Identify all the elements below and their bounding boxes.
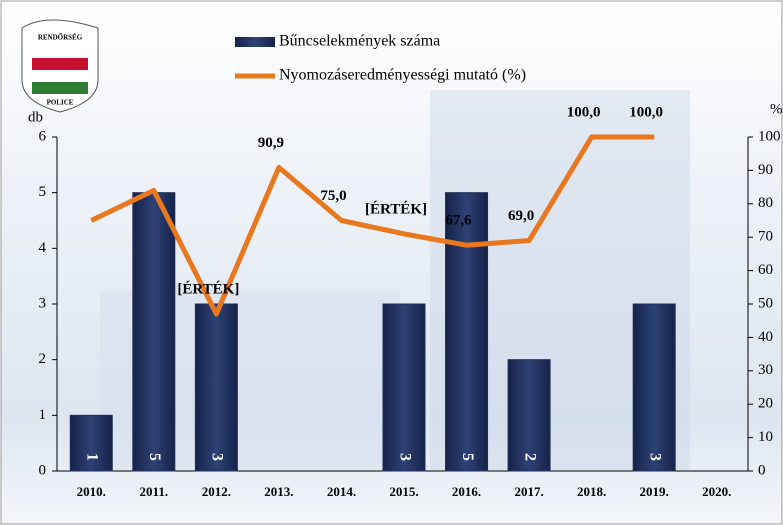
- y-tick-label: 3: [39, 295, 47, 311]
- logo: RENDŐRSÉG POLICE: [21, 19, 99, 113]
- bar: [445, 192, 489, 472]
- line-label: [ÉRTÉK]: [365, 200, 427, 217]
- x-tick-label: 2019.: [640, 484, 669, 499]
- logo-text: RENDŐRSÉG: [38, 34, 83, 42]
- bar: [382, 303, 426, 472]
- bar-label: 3: [209, 453, 226, 461]
- x-tick-label: 2010.: [77, 484, 106, 499]
- x-tick-label: 2015.: [389, 484, 418, 499]
- bar: [132, 192, 176, 472]
- bar-label: 3: [647, 453, 664, 461]
- y2-tick-label: 70: [758, 229, 773, 245]
- legend-label: Nyomozáseredményességi mutató (%): [279, 67, 526, 84]
- y2-axis-label: %: [770, 101, 783, 117]
- y2-tick-label: 30: [758, 362, 773, 378]
- y-tick-label: 0: [39, 462, 47, 478]
- x-tick-label: 2014.: [327, 484, 356, 499]
- y2-tick-label: 0: [758, 462, 766, 478]
- bar-label: 1: [84, 453, 101, 461]
- y2-tick-label: 80: [758, 195, 773, 211]
- x-tick-label: 2013.: [264, 484, 293, 499]
- y-tick-label: 1: [39, 407, 47, 423]
- y2-tick-label: 90: [758, 162, 773, 178]
- bar-label: 2: [521, 453, 538, 461]
- bar: [507, 359, 551, 472]
- y2-tick-label: 60: [758, 262, 773, 278]
- y-tick-label: 5: [39, 184, 47, 200]
- line: [90, 134, 655, 317]
- y2-tick-label: 50: [758, 295, 773, 311]
- y2-tick-label: 40: [758, 329, 773, 345]
- line-label: 90,9: [258, 135, 284, 151]
- legend-label: Bűncselekmények száma: [279, 33, 440, 50]
- x-tick-label: 2017.: [514, 484, 543, 499]
- line-label: 69,0: [508, 208, 534, 224]
- x-tick-label: 2012.: [202, 484, 231, 499]
- y-axis-label: db: [28, 109, 43, 125]
- y2-tick-label: 20: [758, 396, 773, 412]
- bar-label: 5: [146, 453, 163, 461]
- x-tick-label: 2016.: [452, 484, 481, 499]
- legend-swatch: [235, 37, 275, 47]
- x-tick-label: 2011.: [140, 484, 169, 499]
- line-label: 100,0: [567, 104, 601, 120]
- y-tick-label: 6: [39, 128, 47, 144]
- logo-text: POLICE: [47, 99, 74, 107]
- bar: [632, 303, 676, 472]
- line-label: 100,0: [629, 104, 663, 120]
- y2-tick-label: 100: [758, 128, 781, 144]
- y2-tick-label: 10: [758, 429, 773, 445]
- bar: [194, 303, 238, 472]
- line-label: [ÉRTÉK]: [177, 280, 239, 297]
- line-label: 67,6: [445, 213, 472, 229]
- x-tick-label: 2020.: [702, 484, 731, 499]
- bar-label: 3: [396, 453, 413, 461]
- y-tick-label: 2: [39, 351, 47, 367]
- bar: [69, 414, 113, 472]
- line-label: 75,0: [320, 188, 346, 204]
- x-tick-label: 2018.: [577, 484, 606, 499]
- y-tick-label: 4: [39, 240, 47, 256]
- bar-label: 5: [459, 453, 476, 461]
